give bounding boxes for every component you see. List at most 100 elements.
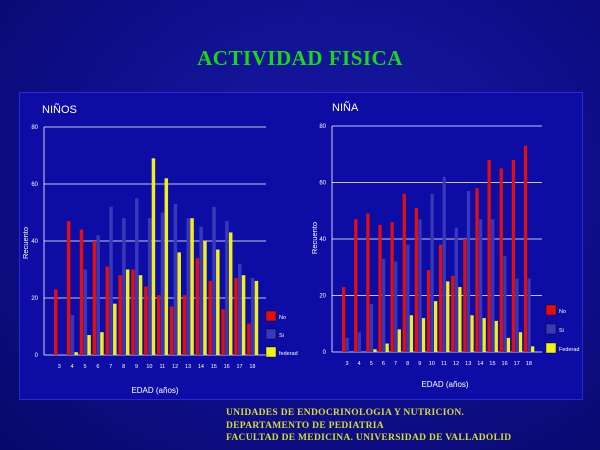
nina-xtick-label: 9 — [418, 361, 421, 367]
ninos-bar-federad-17 — [241, 275, 246, 355]
ninos-bar-federad-11 — [164, 178, 169, 355]
nina-bar-si-17 — [515, 278, 519, 352]
ninos-legend-swatch-federad — [265, 346, 277, 358]
nina-ytick-label: 40 — [319, 237, 326, 243]
nina-bar-federad-16 — [506, 337, 511, 352]
ninos-bar-si-7 — [109, 206, 113, 355]
nina-xtick-label: 7 — [394, 361, 397, 367]
ninos-chart: NIÑOS 0 20 40 60 80 3 4 5 6 7 8 9 10 11 12 13 14 15 16 17 18 E… — [21, 103, 298, 395]
ninos-bar-federad-9 — [138, 275, 143, 355]
nina-bar-no-18 — [523, 145, 528, 352]
ninos-ytick-label: 80 — [31, 125, 38, 131]
nina-chart: NIÑA 0 20 40 60 80 3 4 5 6 7 8 9 10 11 12 13 14 15 16 17 18 ED… — [310, 101, 580, 389]
ninos-xtick-label: 13 — [185, 364, 191, 370]
ninos-bar-si-4 — [70, 315, 75, 355]
slide-title: ACTIVIDAD FISICA — [197, 46, 403, 70]
nina-bar-no-4 — [354, 219, 358, 352]
ninos-bar-si-17 — [238, 263, 242, 355]
nina-xtick-label: 5 — [370, 361, 373, 367]
nina-bar-si-6 — [381, 258, 386, 352]
ninos-xtick-label: 12 — [172, 364, 178, 370]
ninos-xtick-label: 5 — [84, 364, 87, 370]
nina-bar-federad-5 — [373, 349, 377, 352]
ninos-bar-federad-15 — [216, 249, 220, 355]
ninos-ytick-label: 20 — [31, 296, 38, 302]
ninos-legend-label-federad: federad — [279, 351, 298, 357]
ninos-bar-no-15 — [208, 280, 212, 355]
nina-legend-label-si: Si — [559, 328, 564, 334]
ninos-bar-no-8 — [118, 275, 122, 355]
ninos-bar-no-13 — [182, 295, 187, 355]
ninos-xtick-label: 15 — [211, 364, 217, 370]
nina-bar-no-6 — [378, 224, 382, 352]
nina-xtick-label: 14 — [477, 361, 483, 367]
nina-bar-federad-15 — [494, 320, 498, 352]
nina-bar-federad-18 — [531, 346, 535, 352]
ninos-bar-federad-8 — [125, 269, 130, 355]
ninos-xlabel: EDAD (años) — [131, 386, 178, 395]
ninos-ytick-label: 40 — [31, 239, 38, 245]
ninos-legend-swatch-no — [265, 310, 277, 322]
footer-line-3: FACULTAD DE MEDICINA. UNIVERSIDAD DE VAL… — [226, 433, 512, 443]
ninos-bar-federad-7 — [113, 303, 117, 355]
nina-legend-swatch-no — [545, 304, 557, 316]
ninos-title: NIÑOS — [42, 103, 77, 116]
nina-ytick-label: 0 — [323, 350, 327, 356]
footer-credits: UNIDADES DE ENDOCRINOLOGIA Y NUTRICION. … — [226, 407, 511, 445]
nina-xtick-label: 18 — [526, 361, 532, 367]
nina-bar-si-13 — [466, 190, 471, 352]
ninos-xtick-label: 14 — [198, 364, 204, 370]
nina-bar-federad-7 — [397, 329, 401, 352]
ninos-bar-no-5 — [79, 229, 84, 355]
ninos-xtick-label: 8 — [122, 364, 125, 370]
nina-bar-federad-14 — [482, 318, 486, 352]
nina-bar-federad-12 — [458, 287, 462, 352]
ninos-ytick-label: 60 — [31, 182, 38, 188]
ninos-bar-no-9 — [131, 269, 135, 355]
nina-bar-federad-11 — [446, 281, 450, 352]
ninos-bar-no-17 — [234, 278, 238, 355]
nina-bar-si-15 — [491, 219, 495, 352]
nina-bar-no-17 — [511, 159, 516, 352]
ninos-bar-no-12 — [169, 306, 174, 355]
nina-ytick-label: 20 — [319, 294, 326, 300]
nina-xtick-label: 16 — [502, 361, 508, 367]
charts-panel: NIÑOS 0 20 40 60 80 3 4 5 6 7 8 9 10 11 12 13 14 15 16 17 18 E… — [19, 92, 583, 400]
ninos-ylabel: Recuento — [21, 227, 30, 259]
nina-xtick-label: 8 — [406, 361, 409, 367]
nina-bar-no-12 — [451, 275, 455, 352]
ninos-bar-no-10 — [144, 286, 148, 355]
ninos-bar-federad-16 — [228, 232, 233, 355]
nina-bar-si-16 — [503, 255, 507, 352]
ninos-legend-label-si: Si — [279, 333, 284, 339]
nina-xtick-label: 10 — [429, 361, 435, 367]
nina-bar-no-10 — [426, 270, 431, 352]
nina-bar-si-4 — [357, 332, 361, 352]
ninos-bar-no-7 — [105, 266, 109, 355]
ninos-legend-label-no: No — [279, 315, 286, 321]
footer-line-1: UNIDADES DE ENDOCRINOLOGIA Y NUTRICION. — [226, 408, 465, 418]
nina-xtick-label: 13 — [465, 361, 471, 367]
ninos-ytick-label: 0 — [35, 353, 39, 359]
nina-bar-no-9 — [414, 207, 419, 352]
nina-ytick-label: 60 — [319, 181, 326, 187]
ninos-bar-si-6 — [96, 235, 100, 355]
nina-xtick-label: 15 — [489, 361, 495, 367]
nina-bar-si-9 — [418, 219, 422, 352]
nina-xlabel: EDAD (años) — [421, 380, 468, 389]
ninos-bar-no-3 — [54, 289, 58, 355]
nina-xtick-label: 4 — [358, 361, 361, 367]
ninos-bar-federad-5 — [87, 335, 91, 355]
nina-bar-no-15 — [487, 159, 491, 352]
nina-xtick-label: 12 — [453, 361, 459, 367]
ninos-bar-si-8 — [122, 218, 126, 355]
nina-bar-federad-10 — [434, 301, 438, 352]
nina-bar-no-7 — [390, 222, 394, 352]
ninos-xtick-label: 16 — [224, 364, 230, 370]
ninos-bar-federad-10 — [151, 158, 156, 355]
nina-bar-federad-13 — [470, 315, 474, 352]
ninos-bar-no-16 — [221, 309, 225, 355]
nina-bar-no-5 — [366, 213, 370, 352]
nina-bar-federad-9 — [421, 318, 426, 352]
ninos-xtick-label: 6 — [96, 364, 99, 370]
